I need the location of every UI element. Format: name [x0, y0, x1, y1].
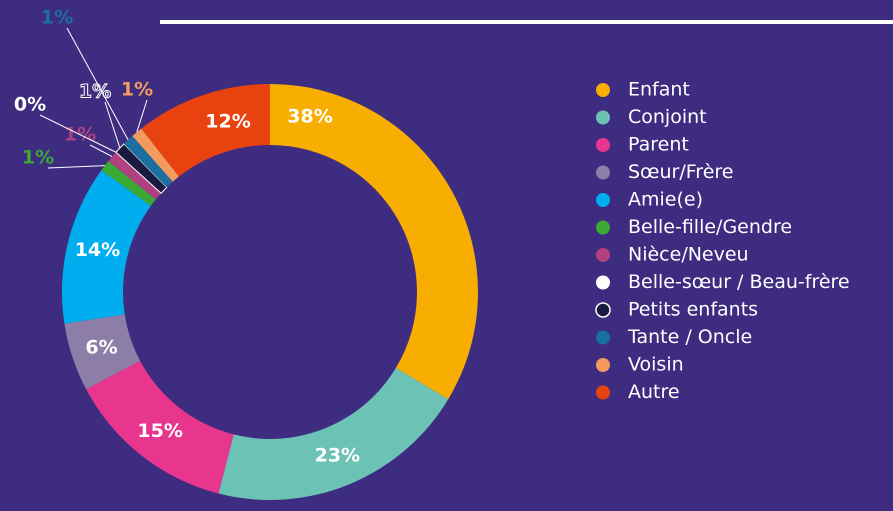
- leader-line: [104, 101, 121, 149]
- legend-label: Enfant: [628, 79, 690, 101]
- donut-slice: [62, 170, 151, 324]
- donut-slice: [101, 161, 156, 206]
- value-label: 6%: [85, 336, 117, 358]
- leader-line: [47, 165, 105, 169]
- legend-swatch: [596, 330, 610, 345]
- donut-slice: [270, 84, 479, 400]
- value-label: 12%: [205, 111, 250, 133]
- value-label: 23%: [315, 445, 360, 467]
- leader-line: [136, 99, 148, 133]
- donut-slice: [141, 84, 270, 177]
- value-label: 15%: [137, 420, 182, 442]
- legend-label: Tante / Oncle: [627, 326, 752, 348]
- donut-slice: [108, 152, 162, 200]
- legend-label: Nièce/Neveu: [628, 244, 749, 266]
- value-label: 38%: [287, 106, 332, 128]
- legend-label: Belle-fille/Gendre: [628, 216, 792, 238]
- legend-label: Amie(e): [628, 189, 703, 211]
- donut-slice: [218, 367, 449, 501]
- donut-slice: [64, 314, 141, 390]
- leader-line: [89, 144, 113, 158]
- legend-label: Parent: [628, 134, 689, 156]
- legend-label: Petits enfants: [628, 299, 758, 321]
- legend-swatch: [596, 220, 610, 235]
- legend-swatch: [596, 165, 610, 180]
- legend-swatch: [596, 385, 610, 400]
- value-label: 14%: [75, 239, 120, 261]
- donut-slice: [86, 360, 234, 494]
- value-label: 1%: [22, 147, 54, 169]
- legend-label: Belle-sœur / Beau-frère: [628, 271, 850, 293]
- donut-slice: [123, 136, 173, 188]
- leader-line: [66, 27, 129, 141]
- legend-swatch: [596, 275, 610, 290]
- legend-swatch: [596, 358, 610, 372]
- legend-label: Sœur/Frère: [628, 161, 733, 183]
- value-label: 0%: [14, 94, 46, 116]
- legend-swatch: [595, 302, 611, 318]
- value-label: 1%: [79, 81, 111, 103]
- legend-label: Conjoint: [628, 106, 707, 128]
- legend-swatch: [596, 110, 610, 125]
- legend-label: Voisin: [628, 354, 684, 376]
- legend-swatch: [596, 193, 610, 207]
- value-label: 1%: [41, 7, 73, 29]
- leader-line: [39, 114, 117, 153]
- legend-label: Autre: [628, 381, 680, 403]
- donut-slice: [132, 128, 180, 182]
- legend-swatch: [596, 138, 610, 152]
- value-label: 1%: [121, 79, 153, 101]
- legend-swatch: [596, 248, 610, 262]
- legend-swatch: [596, 83, 610, 97]
